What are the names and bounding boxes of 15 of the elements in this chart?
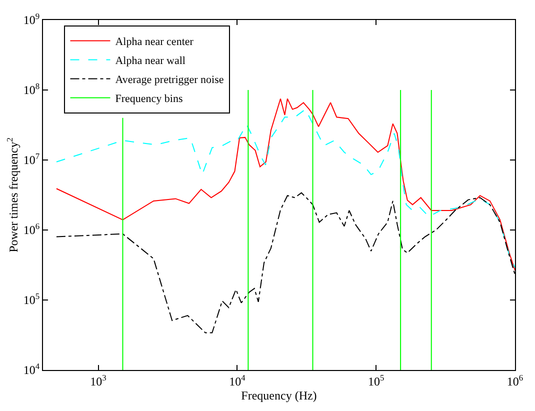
x-tick-label: 10$^{3}$ [90,373,106,388]
y-tick-label: 10$^{9}$ [23,12,40,28]
x-tick-label: 10$^{5}$ [368,373,384,388]
y-tick-label: 10$^{6}$ [23,222,40,238]
y-tick-label: 10$^{7}$ [23,152,40,168]
y-tick-label: 10$^{5}$ [23,292,40,308]
legend-label: Average pretrigger noise [115,74,224,86]
x-axis-title: Frequency (Hz) [241,388,317,402]
x-tick-label: 10$^{4}$ [229,373,246,388]
legend-label: Frequency bins [115,93,183,106]
legend-label: Alpha near center [115,36,194,48]
y-tick-label: 10$^{8}$ [23,82,40,98]
y-tick-label: 10$^{4}$ [23,362,40,378]
x-tick-label: 10$^{6}$ [506,373,524,388]
legend-label: Alpha near wall [115,55,186,68]
